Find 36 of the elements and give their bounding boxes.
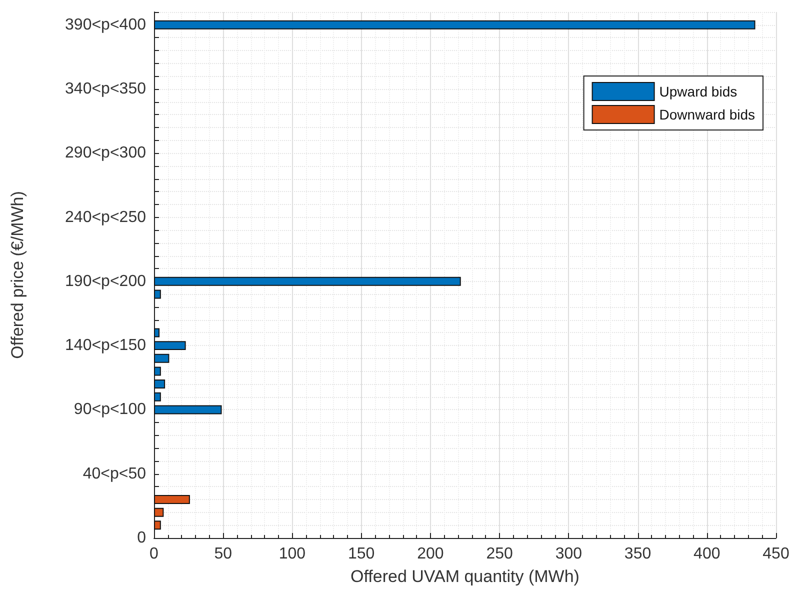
- legend-label: Upward bids: [659, 84, 738, 100]
- x-tick-label: 100: [278, 546, 306, 562]
- x-tick-label: 300: [555, 546, 582, 562]
- x-tick-label: 400: [694, 546, 720, 562]
- x-tick-label: 0: [150, 546, 159, 562]
- x-tick-label: 150: [348, 546, 375, 562]
- y-tick-label: 390<p<400: [65, 16, 146, 34]
- bar: [154, 354, 170, 363]
- y-tick-label: 190<p<200: [65, 272, 146, 290]
- y-axis-title: Offered price (€/MWh): [8, 191, 27, 359]
- bar: [154, 520, 161, 530]
- x-tick-label: 200: [417, 546, 444, 562]
- bar: [154, 276, 461, 286]
- bar: [154, 380, 166, 389]
- x-tick-label: 450: [762, 546, 790, 562]
- x-tick-label: 250: [486, 546, 513, 562]
- y-tick-label: 340<p<350: [65, 80, 146, 98]
- x-tick-label: 50: [214, 546, 232, 562]
- bar: [154, 405, 222, 414]
- x-axis-title: Offered UVAM quantity (MWh): [350, 567, 580, 586]
- bar: [154, 495, 190, 504]
- legend-label: Downward bids: [659, 106, 756, 122]
- y-tick-label: 140<p<150: [65, 337, 146, 354]
- bar: [154, 392, 161, 402]
- bar: [154, 20, 756, 30]
- y-tick-label: 290<p<300: [65, 144, 146, 162]
- y-tick-label: 0: [137, 530, 146, 546]
- bar: [154, 508, 164, 517]
- x-tick-label: 350: [624, 546, 652, 562]
- y-tick-label: 240<p<250: [65, 208, 146, 226]
- bar: [154, 341, 186, 350]
- y-tick-label: 40<p<50: [82, 465, 146, 482]
- bar: [154, 290, 161, 299]
- bar: [154, 328, 160, 338]
- bar: [154, 366, 161, 376]
- y-tick-label: 90<p<100: [74, 401, 146, 418]
